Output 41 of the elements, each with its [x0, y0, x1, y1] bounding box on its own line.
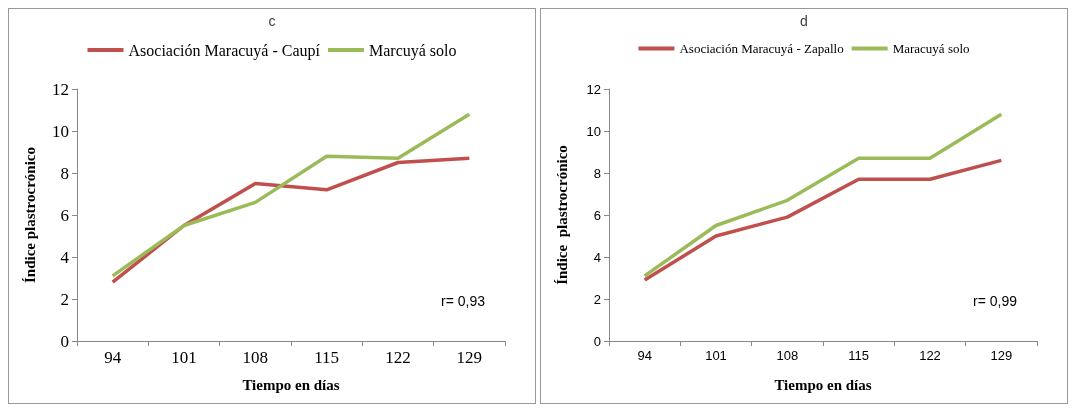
x-tick-label: 101	[705, 348, 727, 363]
y-tick-label: 6	[60, 205, 69, 225]
x-tick-label: 122	[919, 348, 941, 363]
x-tick-label: 101	[171, 348, 197, 367]
y-tick-label: 2	[593, 291, 601, 307]
legend-label: Marcuyá solo	[368, 41, 457, 60]
x-tick-label: 122	[385, 348, 411, 367]
line-series	[110, 112, 472, 278]
y-tick-label: 8	[60, 163, 69, 183]
x-tick-label: 115	[314, 348, 340, 367]
chart-title: c	[268, 13, 276, 29]
y-tick-label: 10	[586, 123, 601, 139]
x-tick-label: 94	[104, 348, 122, 367]
x-tick-label: 129	[990, 348, 1013, 363]
x-axis-title: Tiempo en días	[242, 376, 340, 393]
y-tick-label: 2	[60, 289, 69, 309]
x-tick-label: 129	[456, 348, 483, 367]
legend-label: Maracuyá solo	[892, 41, 970, 56]
y-tick-label: 10	[52, 121, 69, 141]
y-tick-label: 0	[60, 331, 69, 351]
y-tick-label: 8	[593, 165, 601, 181]
line-series	[642, 112, 1004, 278]
y-tick-label: 0	[593, 333, 601, 349]
line-series	[642, 158, 1004, 282]
x-tick-label: 94	[637, 348, 652, 363]
x-tick-label: 108	[242, 348, 269, 367]
x-axis-title: Tiempo en días	[774, 376, 872, 393]
y-axis-title: Índice plastrocrónico	[553, 145, 570, 285]
legend-label: Asociación Maracuyá - Zapallo	[679, 41, 844, 56]
x-tick-label: 115	[848, 348, 870, 363]
y-tick-label: 12	[586, 81, 601, 97]
y-tick-label: 12	[52, 79, 69, 99]
legend-label: Asociación Maracuyá - Caupí	[128, 41, 321, 60]
chart-title: d	[800, 13, 808, 29]
x-tick-label: 108	[776, 348, 799, 363]
y-tick-label: 4	[593, 249, 601, 265]
y-axis-title: Índice plastrocrónico	[21, 147, 38, 283]
y-tick-label: 6	[593, 207, 601, 223]
annotation: r= 0,99	[973, 293, 1018, 309]
y-tick-label: 4	[60, 247, 70, 267]
annotation: r= 0,93	[441, 293, 486, 309]
